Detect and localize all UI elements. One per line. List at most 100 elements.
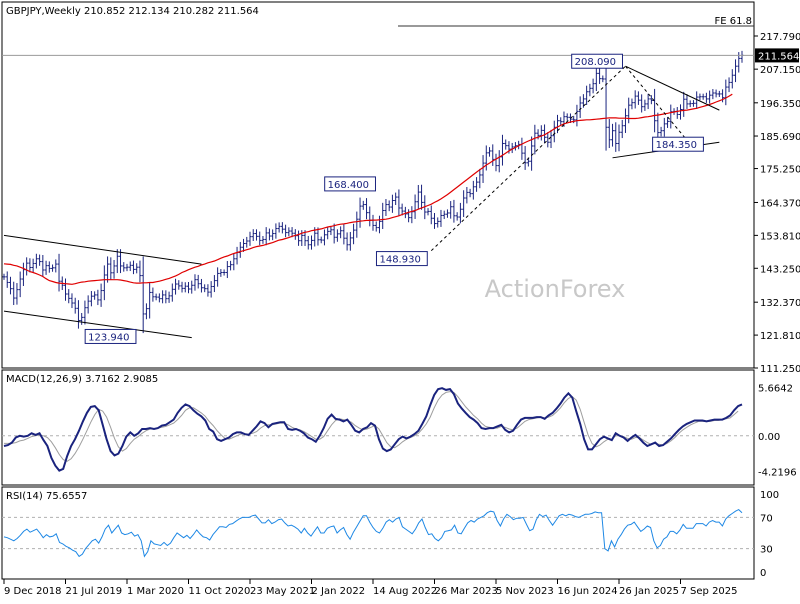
price-bar — [115, 249, 119, 274]
price-bar — [229, 260, 233, 271]
price-bar — [293, 229, 297, 240]
price-bar — [429, 205, 433, 225]
label-168-400-box — [324, 176, 376, 192]
price-bar — [248, 231, 252, 246]
price-bar — [51, 264, 55, 272]
price-bar — [122, 262, 126, 272]
price-bar — [96, 289, 100, 306]
x-tick-label: 5 Nov 2023 — [496, 586, 554, 597]
price-bar — [377, 215, 381, 234]
price-bar — [106, 256, 110, 283]
price-bar — [361, 200, 365, 210]
price-bar — [462, 190, 466, 217]
price-bar — [714, 89, 718, 98]
price-bar — [497, 150, 501, 173]
price-bar — [445, 209, 449, 218]
price-bar — [267, 228, 271, 241]
x-tick-label: 21 Jul 2019 — [66, 586, 123, 597]
price-bar — [326, 226, 330, 240]
moving-average — [3, 93, 733, 285]
price-bars — [2, 50, 744, 334]
price-bar — [206, 284, 210, 297]
price-bar — [196, 274, 200, 289]
price-bar — [698, 93, 702, 101]
price-bar — [390, 194, 394, 213]
price-bar — [174, 278, 178, 295]
price-bar — [287, 227, 291, 237]
rsi-y-tick-label: 0 — [760, 568, 766, 579]
price-bar — [164, 290, 168, 304]
price-bar — [225, 261, 229, 279]
x-tick-label: 23 May 2021 — [250, 586, 315, 597]
price-bar — [533, 124, 537, 155]
price-bar — [109, 257, 113, 280]
price-bar — [99, 283, 103, 307]
price-bar — [611, 123, 615, 147]
price-bar — [643, 99, 647, 111]
label-123-940-box — [84, 328, 137, 344]
channel-lower-line — [3, 310, 192, 339]
price-bar — [387, 200, 391, 212]
price-bar — [465, 186, 469, 204]
price-bar — [730, 69, 734, 89]
price-bar — [271, 229, 275, 241]
price-bar — [666, 117, 670, 128]
price-bar — [216, 267, 220, 287]
price-bar — [452, 199, 456, 223]
price-bar — [468, 188, 472, 198]
price-bar — [659, 126, 663, 137]
price-bar — [523, 146, 527, 170]
price-bar — [222, 269, 226, 276]
price-bar — [83, 300, 87, 325]
price-bar — [238, 241, 242, 258]
price-bar — [601, 75, 605, 83]
x-tick-label: 1 Mar 2020 — [127, 586, 184, 597]
price-bar — [695, 91, 699, 109]
rsi-line — [3, 508, 743, 558]
price-bar — [316, 227, 320, 246]
price-bar — [630, 98, 634, 110]
price-bar — [708, 90, 712, 104]
price-bar — [623, 108, 627, 133]
price-y-tick-label: 185.690 — [760, 132, 800, 143]
price-y-tick-label: 121.810 — [760, 331, 800, 342]
price-bar — [724, 79, 728, 106]
macd-panel-frame — [1, 369, 755, 486]
price-bar — [365, 198, 369, 220]
price-bar — [319, 236, 323, 244]
price-bar — [458, 202, 462, 224]
price-bar — [416, 184, 420, 209]
macd-header: MACD(12,26,9) 3.7162 2.9085 — [6, 374, 158, 385]
macd-y-tick-label: -4.2196 — [758, 468, 797, 479]
price-bar — [135, 263, 139, 274]
price-bar — [384, 199, 388, 217]
price-bar — [251, 229, 255, 242]
price-bar — [598, 68, 602, 84]
price-bar — [530, 136, 534, 171]
price-bar — [543, 124, 547, 144]
price-bar — [488, 147, 492, 157]
price-bar — [212, 275, 216, 293]
price-bar — [306, 235, 310, 250]
price-bar — [125, 263, 129, 272]
macd-signal-line — [4, 391, 739, 462]
price-bar — [131, 260, 135, 275]
price-bar — [154, 293, 158, 301]
price-y-tick-label: 132.370 — [760, 298, 800, 309]
price-bar — [329, 226, 333, 236]
price-bar — [627, 97, 631, 124]
rsi-header: RSI(14) 75.6557 — [6, 491, 87, 502]
price-bar — [604, 55, 608, 151]
price-bar — [345, 232, 349, 251]
price-bar — [73, 297, 77, 314]
channel-upper-line — [3, 234, 202, 265]
price-bar — [656, 112, 660, 141]
price-bar — [151, 287, 155, 302]
price-bar — [520, 137, 524, 160]
price-bar — [636, 91, 640, 105]
price-bar — [144, 303, 148, 320]
price-bar — [549, 129, 553, 149]
current-price-box — [755, 48, 799, 63]
price-bar — [471, 180, 475, 200]
